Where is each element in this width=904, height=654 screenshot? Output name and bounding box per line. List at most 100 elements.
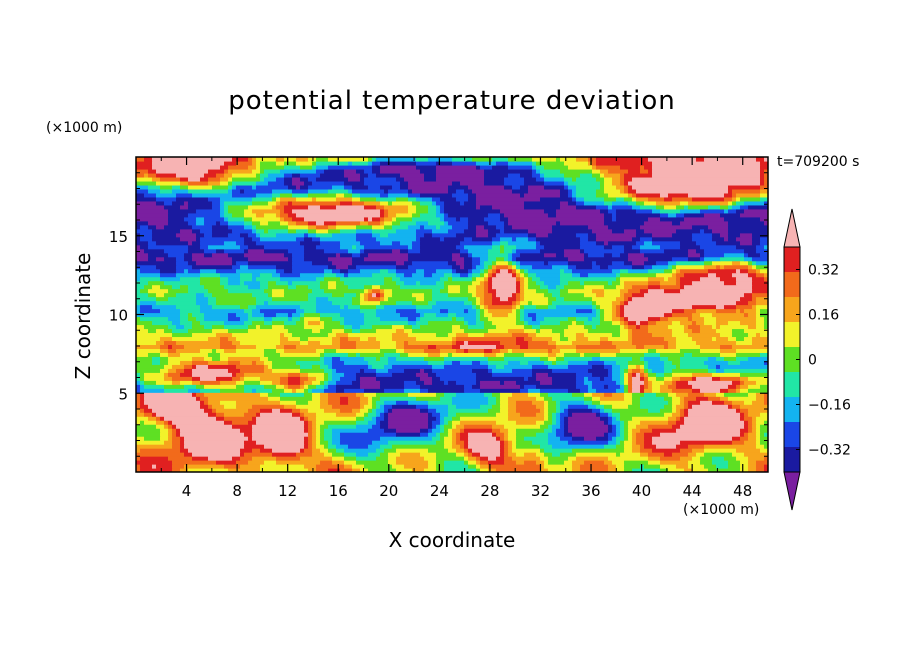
contour-cell <box>176 172 205 178</box>
contour-cell <box>188 220 197 226</box>
contour-cell <box>664 268 673 274</box>
contour-cell <box>376 412 381 417</box>
contour-cell <box>520 312 525 318</box>
contour-cell <box>252 436 305 441</box>
contour-cell <box>276 348 285 353</box>
contour-cell <box>536 328 541 334</box>
contour-cell <box>396 468 413 472</box>
contour-cell <box>216 408 249 413</box>
contour-cell <box>568 428 609 433</box>
contour-cell <box>288 312 293 318</box>
contour-cell <box>620 432 625 437</box>
contour-cell <box>484 276 489 282</box>
contour-cell <box>440 416 445 421</box>
contour-cell <box>452 444 461 449</box>
contour-cell <box>432 228 449 234</box>
contour-cell <box>752 264 757 270</box>
contour-cell <box>484 264 489 270</box>
contour-cell <box>756 416 768 421</box>
contour-cell <box>568 256 585 262</box>
x-tick-label: 36 <box>581 482 600 500</box>
contour-cell <box>740 360 765 365</box>
contour-cell <box>736 304 753 310</box>
contour-cell <box>180 436 185 441</box>
colorbar-min-triangle <box>783 471 801 511</box>
contour-cell <box>336 348 381 353</box>
contour-cell <box>212 200 221 206</box>
contour-cell <box>724 208 729 214</box>
contour-cell <box>584 252 589 258</box>
contour-cell <box>624 308 673 314</box>
contour-cell <box>360 296 365 302</box>
contour-cell <box>760 384 768 389</box>
contour-cell <box>728 236 737 242</box>
contour-cell <box>360 384 381 389</box>
contour-cell <box>732 440 745 445</box>
contour-cell <box>684 324 689 330</box>
contour-cell <box>628 436 633 441</box>
contour-cell <box>556 208 601 214</box>
contour-cell <box>464 388 481 393</box>
contour-cell <box>508 348 513 353</box>
contour-cell <box>560 157 577 162</box>
contour-cell <box>576 192 597 198</box>
contour-cell <box>492 296 501 302</box>
contour-cell <box>356 420 369 425</box>
contour-cell <box>312 328 321 334</box>
contour-cell <box>240 456 253 461</box>
contour-cell <box>712 324 717 330</box>
contour-cell <box>204 392 261 397</box>
contour-cell <box>328 372 333 377</box>
contour-cell <box>728 208 737 214</box>
contour-cell <box>136 440 165 445</box>
contour-cell <box>364 288 369 294</box>
contour-cell <box>264 300 269 306</box>
contour-cell <box>516 316 521 322</box>
contour-cell <box>228 232 241 238</box>
contour-cell <box>616 380 621 385</box>
contour-cell <box>756 380 768 385</box>
contour-cell <box>380 284 401 290</box>
contour-cell <box>232 192 257 198</box>
contour-cell <box>752 260 757 266</box>
contour-cell <box>724 356 737 361</box>
contour-cell <box>284 208 293 214</box>
contour-cell <box>520 276 525 282</box>
contour-cell <box>404 324 413 330</box>
contour-cell <box>256 276 281 282</box>
contour-cell <box>304 464 317 469</box>
contour-cell <box>496 364 505 369</box>
contour-cell <box>460 272 469 278</box>
contour-cell <box>376 448 385 453</box>
contour-cell <box>596 412 601 417</box>
contour-cell <box>176 260 189 266</box>
contour-cell <box>672 424 681 429</box>
contour-cell <box>536 452 545 457</box>
contour-cell <box>568 456 577 461</box>
contour-cell <box>416 320 429 326</box>
contour-cell <box>312 236 321 242</box>
contour-cell <box>152 160 225 166</box>
contour-cell <box>556 408 561 413</box>
contour-cell <box>288 280 293 286</box>
contour-cell <box>756 436 761 441</box>
contour-cell <box>464 348 469 353</box>
contour-cell <box>544 412 549 417</box>
contour-cell <box>460 344 497 349</box>
contour-cell <box>592 316 601 322</box>
contour-cell <box>448 188 457 194</box>
contour-cell <box>304 420 309 425</box>
contour-cell <box>408 184 449 190</box>
contour-cell <box>584 200 605 206</box>
contour-cell <box>316 196 337 202</box>
contour-cell <box>260 168 265 174</box>
contour-cell <box>672 256 689 262</box>
contour-cell <box>560 220 605 226</box>
contour-cell <box>620 180 625 186</box>
contour-cell <box>520 360 529 365</box>
contour-cell <box>516 288 521 294</box>
contour-cell <box>676 464 689 469</box>
contour-cell <box>312 164 317 170</box>
contour-cell <box>764 320 768 326</box>
contour-cell <box>164 364 173 369</box>
